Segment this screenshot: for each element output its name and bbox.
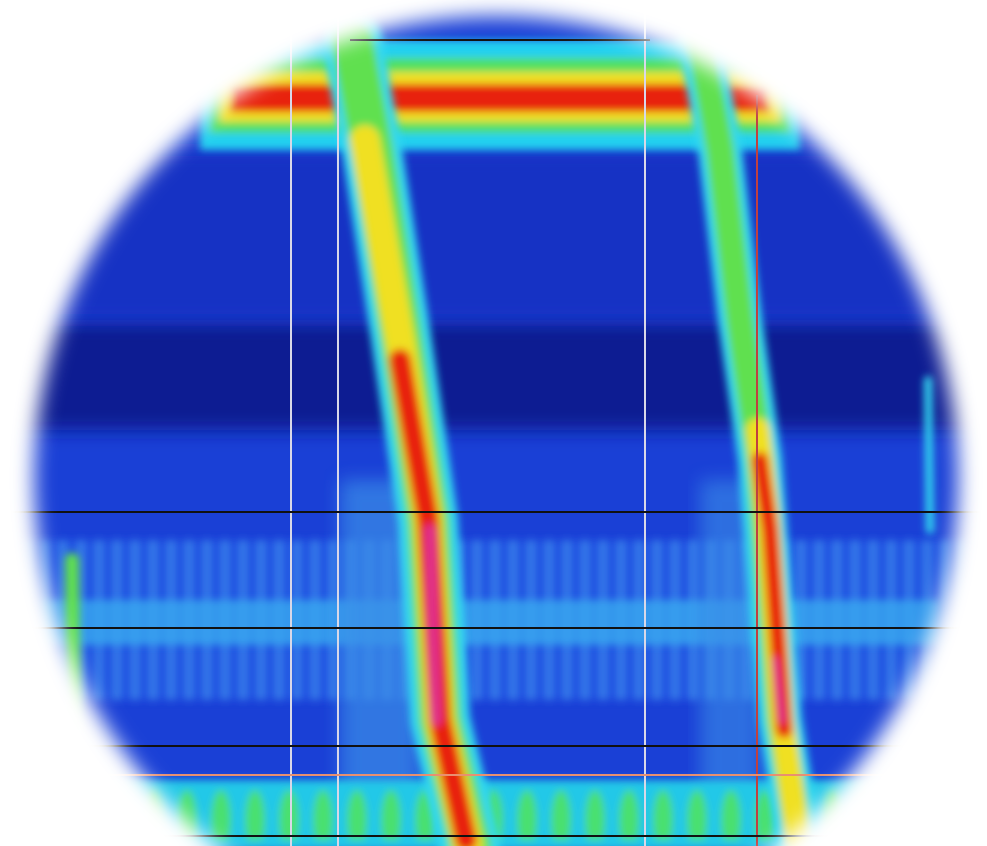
heatmap-view [0,0,987,846]
heatmap [0,0,987,846]
page: (() => { const data = JSON.parse(documen… [0,0,987,846]
